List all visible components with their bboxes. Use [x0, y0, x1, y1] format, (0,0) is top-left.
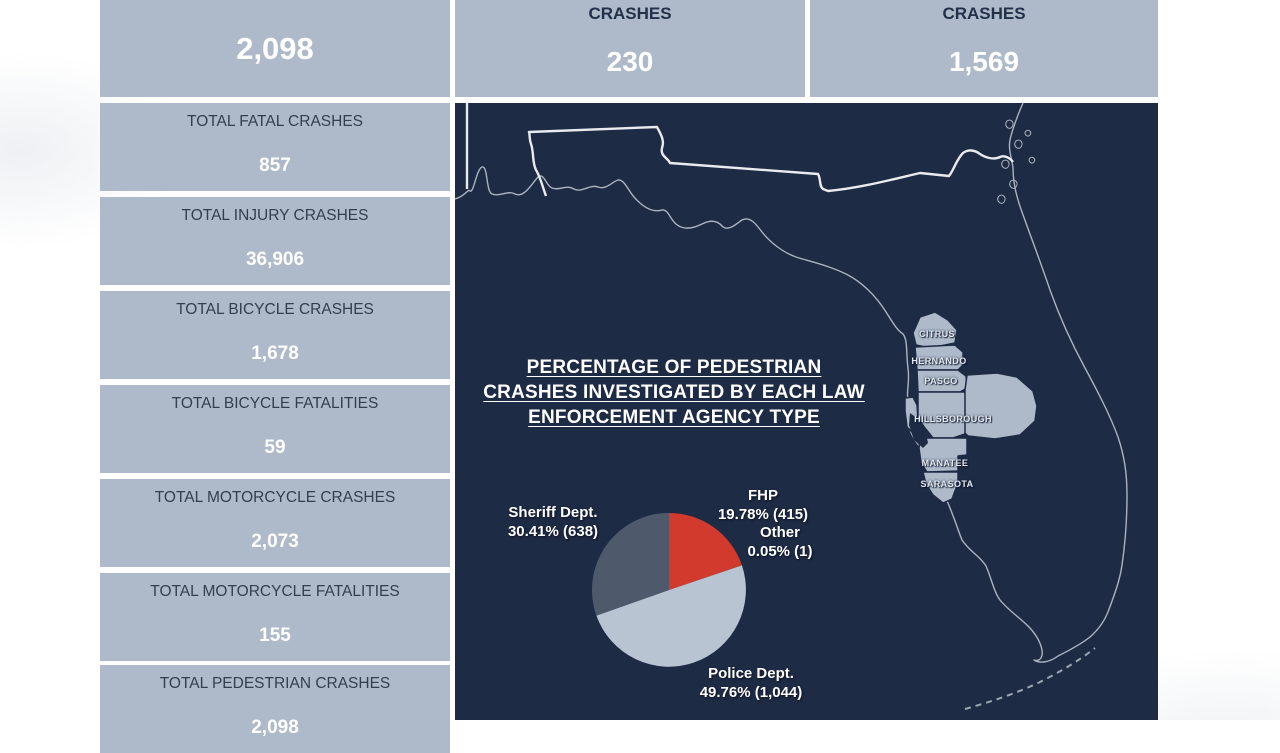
florida-keys — [964, 647, 1096, 710]
stat-value: 155 — [259, 625, 291, 646]
county-polk[interactable] — [964, 372, 1038, 440]
florida-map-panel[interactable]: CITRUS HERNANDO PASCO HILLSBOROUGH MANAT… — [455, 103, 1158, 720]
pie-label-fhp: FHP 19.78% (415) — [717, 487, 809, 523]
kpi-value: 2,098 — [236, 31, 314, 66]
highlighted-counties[interactable] — [904, 311, 1038, 504]
county-label-hillsborough: HILLSBOROUGH — [914, 414, 992, 424]
stat-label: TOTAL INJURY CRASHES — [181, 207, 369, 224]
kpi-tile-crashes-1569[interactable]: CRASHES 1,569 — [810, 0, 1158, 97]
kpi-value: 230 — [606, 46, 654, 77]
tampa-bay — [909, 413, 928, 448]
pie-slice-sheriff-dept[interactable] — [592, 513, 669, 616]
county-sarasota[interactable] — [922, 471, 959, 504]
stat-tile-bicycle-fatalities[interactable]: TOTAL BICYCLE FATALITIES 59 — [100, 385, 450, 473]
stat-label: TOTAL MOTORCYCLE FATALITIES — [150, 583, 400, 600]
pie-label-other: Other 0.05% (1) — [747, 524, 813, 560]
stat-tile-pedestrian-crashes[interactable]: TOTAL PEDESTRIAN CRASHES 2,098 — [100, 665, 450, 753]
pie-chart-title: PERCENTAGE OF PEDESTRIAN CRASHES INVESTI… — [483, 357, 865, 428]
stat-value: 1,678 — [251, 343, 299, 364]
county-label-citrus: CITRUS — [919, 329, 955, 339]
stat-label: TOTAL MOTORCYCLE CRASHES — [154, 489, 396, 506]
pie-slice-police-dept[interactable] — [596, 565, 746, 667]
stat-label: TOTAL FATAL CRASHES — [187, 113, 363, 130]
stat-tile-bicycle-crashes[interactable]: TOTAL BICYCLE CRASHES 1,678 — [100, 291, 450, 379]
stat-tile-fatal-crashes[interactable]: TOTAL FATAL CRASHES 857 — [100, 103, 450, 191]
kpi-label: CRASHES — [942, 4, 1026, 23]
florida-map[interactable] — [455, 103, 1158, 720]
pie-chart[interactable] — [592, 513, 746, 667]
stat-tile-injury-crashes[interactable]: TOTAL INJURY CRASHES 36,906 — [100, 197, 450, 285]
kpi-tile-crashes-230[interactable]: CRASHES 230 — [455, 0, 805, 97]
county-label-pasco: PASCO — [924, 376, 958, 386]
stat-label: TOTAL BICYCLE FATALITIES — [171, 395, 379, 412]
kpi-value: 1,569 — [948, 46, 1020, 77]
stat-value: 59 — [264, 437, 286, 458]
county-label-sarasota: SARASOTA — [920, 479, 974, 489]
coastal-marsh-detail — [997, 119, 1036, 204]
county-manatee[interactable] — [918, 437, 968, 473]
stat-value: 36,906 — [245, 249, 305, 270]
pie-slice-other[interactable] — [669, 565, 742, 590]
stat-value: 2,098 — [251, 717, 299, 738]
stat-value: 857 — [259, 155, 291, 176]
stat-tile-motorcycle-fatalities[interactable]: TOTAL MOTORCYCLE FATALITIES 155 — [100, 573, 450, 661]
pie-label-police-dept: Police Dept. 49.76% (1,044) — [699, 665, 803, 701]
stat-value: 2,073 — [251, 531, 299, 552]
state-border — [465, 103, 1014, 197]
kpi-tile-pedestrian-crashes[interactable]: 2,098 — [100, 0, 450, 97]
stat-label: TOTAL PEDESTRIAN CRASHES — [159, 675, 391, 692]
pie-slice-fhp[interactable] — [669, 513, 742, 590]
kpi-label: CRASHES — [588, 4, 672, 23]
stat-label: TOTAL BICYCLE CRASHES — [176, 301, 374, 318]
county-label-hernando: HERNANDO — [911, 356, 967, 366]
pie-label-sheriff-dept: Sheriff Dept. 30.41% (638) — [507, 504, 599, 540]
county-label-manatee: MANATEE — [921, 458, 969, 468]
stat-tile-motorcycle-crashes[interactable]: TOTAL MOTORCYCLE CRASHES 2,073 — [100, 479, 450, 567]
